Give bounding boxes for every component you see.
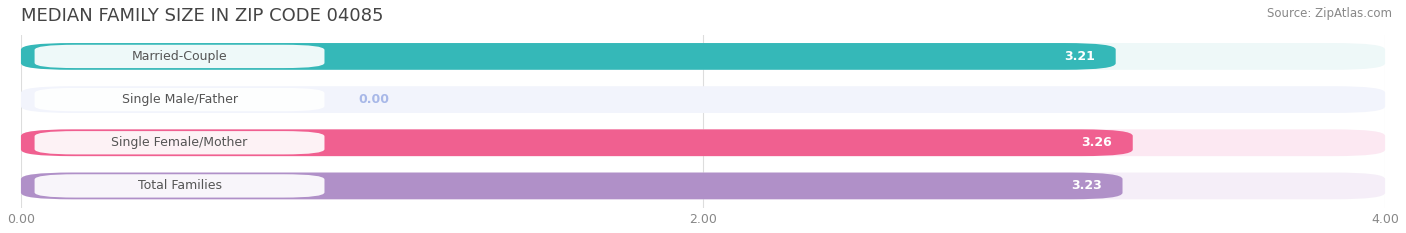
FancyBboxPatch shape bbox=[21, 43, 1116, 70]
FancyBboxPatch shape bbox=[35, 88, 325, 111]
FancyBboxPatch shape bbox=[21, 172, 1385, 199]
Text: 3.21: 3.21 bbox=[1064, 50, 1095, 63]
FancyBboxPatch shape bbox=[21, 86, 1385, 113]
FancyBboxPatch shape bbox=[21, 129, 1385, 156]
Text: 3.26: 3.26 bbox=[1081, 136, 1112, 149]
Text: Single Female/Mother: Single Female/Mother bbox=[111, 136, 247, 149]
Text: 3.23: 3.23 bbox=[1071, 179, 1102, 192]
FancyBboxPatch shape bbox=[21, 172, 1122, 199]
Text: Married-Couple: Married-Couple bbox=[132, 50, 228, 63]
FancyBboxPatch shape bbox=[21, 43, 1385, 70]
Text: MEDIAN FAMILY SIZE IN ZIP CODE 04085: MEDIAN FAMILY SIZE IN ZIP CODE 04085 bbox=[21, 7, 384, 25]
Text: 0.00: 0.00 bbox=[359, 93, 389, 106]
FancyBboxPatch shape bbox=[35, 174, 325, 198]
Text: Single Male/Father: Single Male/Father bbox=[121, 93, 238, 106]
FancyBboxPatch shape bbox=[35, 131, 325, 154]
Text: Source: ZipAtlas.com: Source: ZipAtlas.com bbox=[1267, 7, 1392, 20]
Text: Total Families: Total Families bbox=[138, 179, 222, 192]
FancyBboxPatch shape bbox=[21, 129, 1133, 156]
FancyBboxPatch shape bbox=[35, 45, 325, 68]
